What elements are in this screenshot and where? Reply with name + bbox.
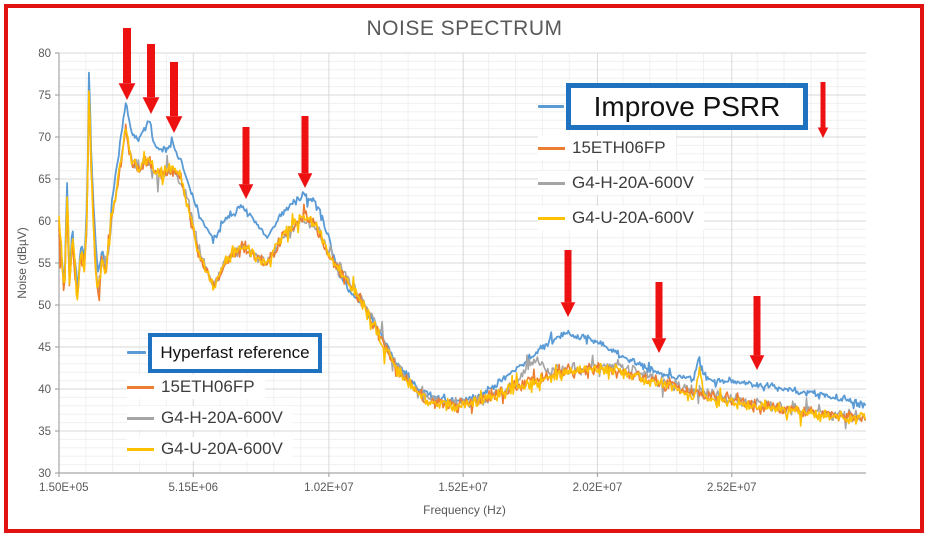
svg-text:75: 75 — [38, 90, 51, 102]
y-axis-title: Noise (dBµV) — [15, 227, 29, 299]
improve-psrr-label: Improve PSRR — [593, 90, 781, 122]
legend-item-g4-u: G4-U-20A-600V — [127, 437, 293, 461]
red-arrow-head — [651, 338, 667, 353]
legend-item-g4-h: G4-H-20A-600V — [127, 406, 293, 430]
legend-item-g4-u: G4-U-20A-600V — [538, 206, 704, 230]
svg-text:1.02E+07: 1.02E+07 — [304, 482, 354, 494]
svg-text:45: 45 — [38, 342, 51, 354]
red-arrow-shaft — [242, 127, 250, 185]
svg-text:2.02E+07: 2.02E+07 — [573, 482, 623, 494]
svg-text:55: 55 — [38, 258, 51, 270]
red-arrow-shaft — [301, 116, 309, 174]
red-arrow-head — [749, 355, 765, 370]
legend-item-label: G4-H-20A-600V — [161, 408, 283, 427]
legend-line-sample-orange — [538, 146, 565, 150]
legend-line-sample-yellow — [127, 447, 154, 451]
hyperfast-reference-label: Hyperfast reference — [160, 343, 310, 362]
x-axis-title: Frequency (Hz) — [423, 503, 506, 517]
legend-line-sample-blue — [538, 105, 564, 108]
svg-text:40: 40 — [38, 384, 51, 396]
legend-line-sample-gray — [538, 181, 565, 185]
red-arrow-shaft — [655, 282, 663, 339]
legend-item-label: 15ETH06FP — [161, 377, 255, 396]
red-arrow-shaft — [147, 44, 155, 98]
svg-text:50: 50 — [38, 300, 51, 312]
red-arrow-shaft — [564, 250, 572, 303]
red-arrow-head — [238, 184, 254, 199]
legend-item-15eth06fp: 15ETH06FP — [538, 136, 676, 160]
legend-line-sample-gray — [127, 416, 154, 420]
chart-title: NOISE SPECTRUM — [366, 17, 563, 40]
legend-item-label: G4-H-20A-600V — [572, 173, 694, 192]
svg-text:60: 60 — [38, 216, 51, 228]
improve-psrr-callout: Improve PSRR — [566, 83, 808, 130]
svg-text:80: 80 — [38, 48, 51, 60]
legend-item-label: G4-U-20A-600V — [161, 439, 283, 458]
red-arrow-head — [817, 127, 829, 138]
svg-text:5.15E+06: 5.15E+06 — [168, 482, 218, 494]
legend-item-g4-h: G4-H-20A-600V — [538, 171, 704, 195]
red-arrow-shaft — [123, 28, 131, 84]
svg-text:1.52E+07: 1.52E+07 — [438, 482, 488, 494]
legend-line-sample-blue — [127, 351, 146, 354]
legend-line-sample-orange — [127, 385, 154, 389]
legend-item-15eth06fp: 15ETH06FP — [127, 375, 265, 399]
series-G4-U-20A-600V — [58, 90, 866, 427]
legend-item-label: G4-U-20A-600V — [572, 208, 694, 227]
svg-text:30: 30 — [38, 468, 51, 480]
red-arrow-shaft — [753, 296, 761, 356]
red-arrow-shaft — [820, 82, 826, 128]
legend-line-sample-yellow — [538, 216, 565, 220]
red-arrow-head — [297, 173, 313, 188]
red-arrow-shaft — [170, 62, 178, 117]
svg-text:70: 70 — [38, 132, 51, 144]
red-arrow-head — [142, 97, 160, 114]
svg-text:1.50E+05: 1.50E+05 — [39, 482, 89, 494]
svg-text:35: 35 — [38, 426, 51, 438]
red-arrow-head — [165, 116, 183, 133]
red-arrow-head — [560, 302, 576, 317]
red-arrow-head — [118, 83, 136, 100]
svg-text:2.52E+07: 2.52E+07 — [707, 482, 757, 494]
legend-item-label: 15ETH06FP — [572, 138, 666, 157]
svg-text:65: 65 — [38, 174, 51, 186]
hyperfast-reference-callout: Hyperfast reference — [148, 333, 322, 373]
